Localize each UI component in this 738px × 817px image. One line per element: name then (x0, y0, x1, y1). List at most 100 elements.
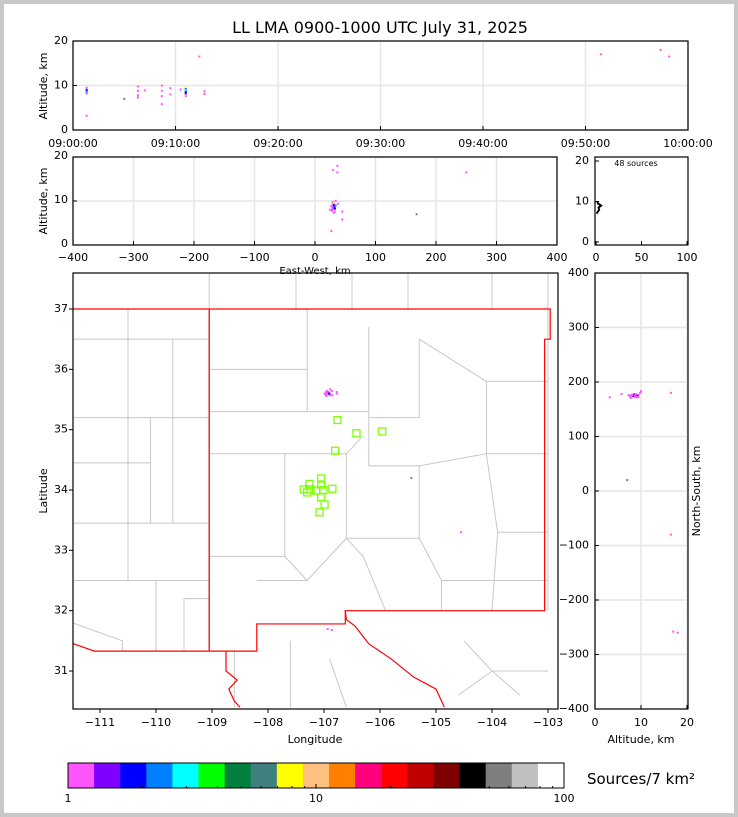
colorbar-swatch (302, 763, 330, 788)
eastwest-altitude-ytick-label: 0 (61, 237, 68, 250)
map-source-point (460, 531, 463, 534)
eastwest-altitude-source-point (331, 200, 334, 203)
altitude-northsouth-source-point (628, 395, 631, 398)
time-altitude-xtick-label: 10:00:00 (663, 137, 712, 150)
map-xtick-label: −105 (421, 716, 451, 729)
county-border-line (183, 598, 210, 652)
colorbar-tick-label: 100 (554, 792, 575, 805)
county-border-line (418, 338, 487, 382)
altitude-northsouth-source-point (669, 391, 672, 394)
station-marker (333, 415, 342, 425)
eastwest-altitude-xtick-label: 300 (486, 251, 507, 264)
colorbar-swatch (146, 763, 173, 788)
county-border-line (209, 453, 286, 557)
station-marker (328, 484, 337, 493)
eastwest-altitude-source-point (332, 203, 335, 206)
altitude-northsouth-source-point (636, 394, 639, 397)
time-altitude-source-point (184, 92, 187, 95)
colorbar-swatch (172, 763, 200, 788)
time-altitude-source-point (136, 96, 139, 99)
map-source-point (328, 393, 331, 396)
eastwest-altitude-source-point (333, 210, 336, 213)
altitude-northsouth-xtick-label: 20 (680, 716, 694, 729)
altitude-northsouth-source-point (676, 631, 679, 634)
time-altitude-source-point (136, 89, 139, 92)
altitude-northsouth-ytick-label: 400 (568, 266, 589, 279)
altitude-histogram-xtick-label: 0 (593, 251, 600, 264)
colorbar-swatch (329, 763, 356, 788)
eastwest-altitude-source-point (329, 208, 332, 211)
eastwest-altitude-source-point (331, 205, 334, 208)
county-border-line (458, 670, 493, 696)
eastwest-altitude-ytick-label: 20 (54, 149, 68, 162)
altitude-northsouth-ytick-label: −100 (559, 539, 589, 552)
time-altitude-source-point (179, 88, 182, 91)
altitude-northsouth-xtick-label: 10 (634, 716, 648, 729)
colorbar-swatch (459, 763, 487, 788)
colorbar-swatch (120, 763, 147, 788)
map-xtick-label: −109 (197, 716, 227, 729)
altitude-northsouth-source-point (629, 396, 632, 399)
time-altitude-xtick-label: 09:40:00 (458, 137, 507, 150)
altitude-histogram-ytick-label: 10 (575, 195, 589, 208)
time-altitude-ylabel: Altitude, km (37, 52, 50, 119)
time-altitude-source-point (85, 88, 88, 91)
station-marker (317, 474, 326, 483)
county-border-line (491, 532, 499, 611)
eastwest-altitude-xtick-label: −200 (179, 251, 209, 264)
county-border-line (418, 538, 548, 581)
county-border-line (346, 537, 387, 611)
time-altitude-source-point (169, 87, 172, 90)
eastwest-altitude-ylabel: Altitude, km (37, 167, 50, 234)
colorbar-swatch (485, 763, 513, 788)
station-marker (378, 427, 387, 436)
newmexico-texas-border (73, 308, 551, 708)
altitude-histogram-xtick-label: 100 (677, 251, 698, 264)
county-border-line (485, 453, 548, 533)
map-xtick-label: −103 (533, 716, 563, 729)
colorbar-swatch (198, 763, 226, 788)
time-altitude-source-point (136, 94, 139, 97)
eastwest-altitude-source-point (330, 209, 333, 212)
eastwest-altitude-source-point (333, 205, 336, 208)
map-source-point (330, 389, 333, 392)
map-source-point (329, 388, 332, 391)
map-source-point (335, 392, 338, 395)
altitude-histogram-line (595, 201, 603, 215)
map-ytick-label: 37 (54, 302, 68, 315)
time-altitude-xtick-label: 09:30:00 (356, 137, 405, 150)
colorbar-label: Sources/7 km² (587, 770, 695, 788)
map-ytick-label: 35 (54, 423, 68, 436)
colorbar-tick-label: 1 (65, 792, 72, 805)
station-marker (331, 446, 340, 455)
time-altitude-xtick-label: 09:00:00 (48, 137, 97, 150)
map-source-point (323, 392, 326, 395)
county-border-line (368, 339, 420, 419)
time-altitude-ytick-label: 0 (61, 123, 68, 136)
map-ytick-label: 36 (54, 362, 68, 375)
eastwest-altitude-source-point (341, 210, 344, 213)
time-altitude-source-point (123, 97, 126, 100)
us-mexico-border (73, 610, 346, 652)
time-altitude-source-point (160, 95, 163, 98)
map-source-point (328, 391, 331, 394)
map-source-point (330, 629, 333, 632)
mexico-state-border (225, 651, 241, 708)
colorbar-swatch (276, 763, 304, 788)
eastwest-altitude-xtick-label: 200 (426, 251, 447, 264)
eastwest-altitude-xtick-label: −100 (239, 251, 269, 264)
colorbar-swatch (224, 763, 252, 788)
eastwest-altitude-source-point (336, 164, 339, 167)
colorbar-swatch (381, 763, 408, 788)
map-source-point (324, 391, 327, 394)
time-altitude-source-point (184, 88, 187, 91)
altitude-northsouth-source-point (620, 392, 623, 395)
time-altitude-source-point (169, 93, 172, 96)
station-marker (305, 479, 314, 489)
time-altitude-source-point (184, 86, 187, 89)
altitude-northsouth-source-point (628, 394, 631, 397)
eastwest-altitude-xtick-label: −400 (58, 251, 88, 264)
time-altitude-ytick-label: 10 (54, 79, 68, 92)
colorbar-swatch (68, 763, 95, 788)
